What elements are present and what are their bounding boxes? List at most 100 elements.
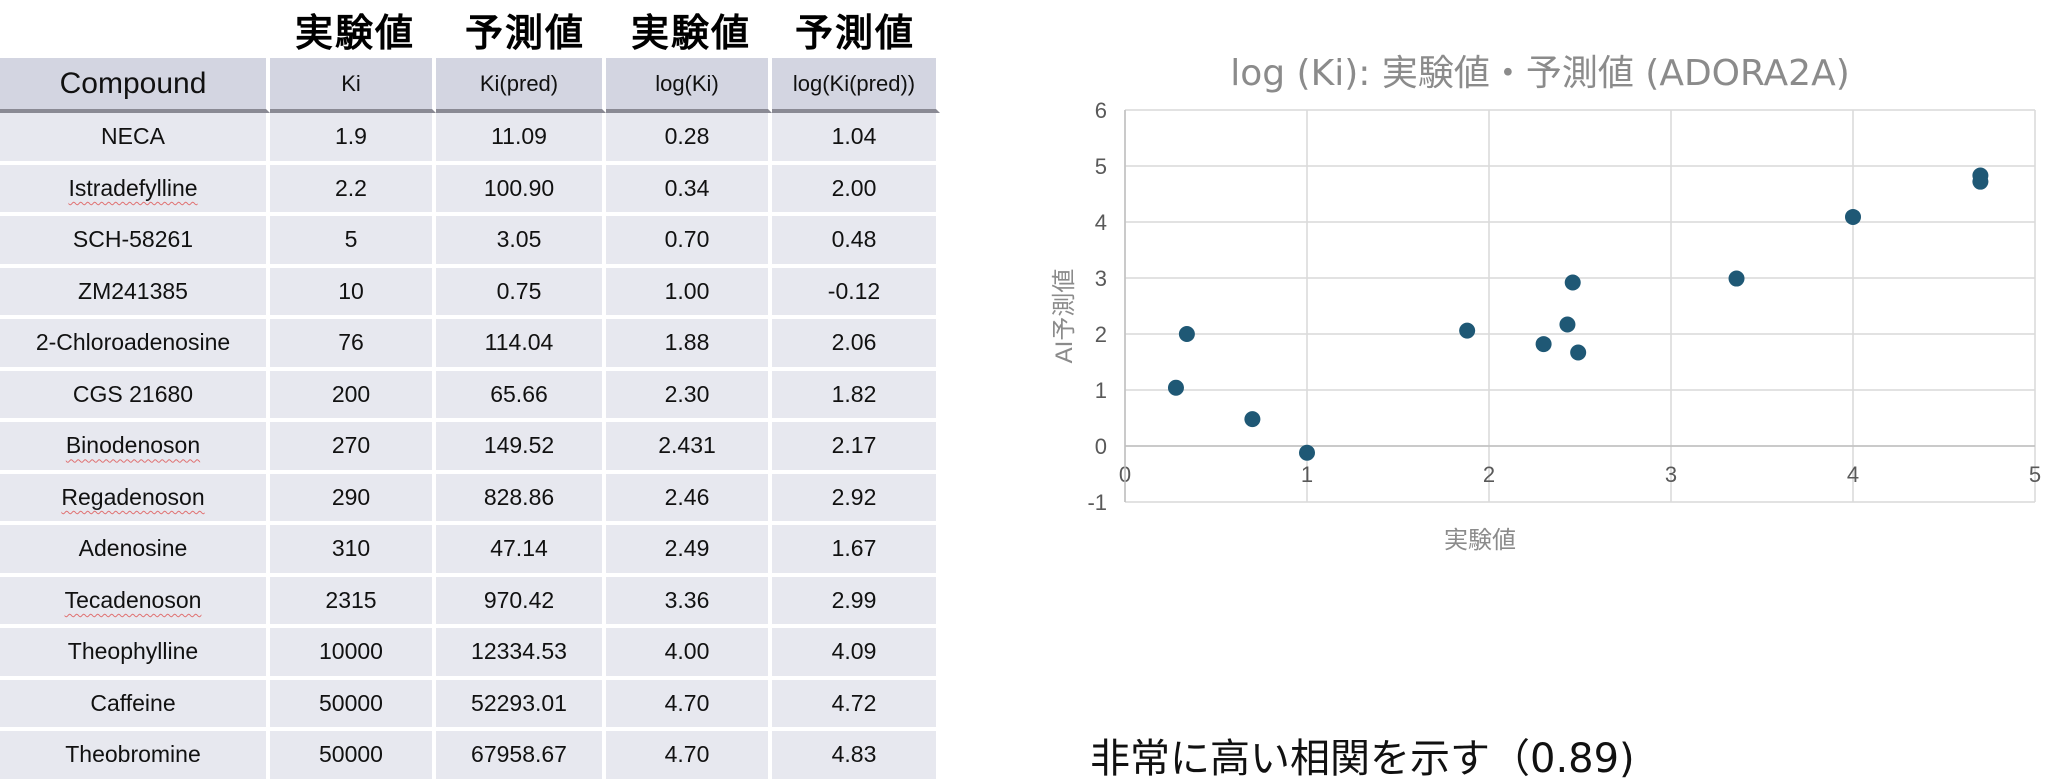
compound-name: Caffeine	[90, 689, 176, 716]
cell-ki: 10000	[270, 628, 436, 680]
cell-log-ki-pred: 2.06	[772, 319, 940, 371]
cell-ki: 2.2	[270, 164, 436, 216]
cell-log-ki: 4.00	[606, 628, 772, 680]
y-tick-label: 5	[1095, 154, 1107, 179]
cell-compound: 2-Chloroadenosine	[0, 319, 270, 371]
cell-ki: 310	[270, 525, 436, 577]
compound-name: Adenosine	[78, 535, 188, 562]
cell-compound: CGS 21680	[0, 370, 270, 422]
cell-ki-pred: 0.75	[436, 267, 606, 319]
x-axis-title: 実験値	[1444, 527, 1516, 554]
cell-log-ki: 2.431	[606, 422, 772, 474]
cell-ki: 5	[270, 216, 436, 268]
data-point	[1167, 379, 1184, 396]
column-header-ki-pred: Ki(pred)	[436, 58, 606, 113]
column-header-compound: Compound	[0, 58, 270, 113]
y-axis-title: AI予測値	[1051, 269, 1078, 364]
chart-title: log (Ki): 実験値・予測値 (ADORA2A)	[1230, 53, 1850, 94]
cell-log-ki-pred: 0.48	[772, 216, 940, 268]
group-header-predicted-logki: 予測値	[794, 11, 915, 55]
compound-name: Regadenoson	[61, 483, 205, 510]
cell-compound: Theobromine	[0, 731, 270, 783]
cell-compound: SCH-58261	[0, 216, 270, 268]
cell-log-ki: 4.70	[606, 679, 772, 731]
y-tick-label: 6	[1095, 98, 1107, 123]
cell-log-ki: 2.46	[606, 473, 772, 525]
table-row: Theobromine 50000 67958.67 4.70 4.83	[0, 731, 940, 783]
y-tick-label: 4	[1095, 210, 1107, 235]
cell-compound: Istradefylline	[0, 164, 270, 216]
table-row: CGS 21680 200 65.66 2.30 1.82	[0, 370, 940, 422]
scatter-chart-panel: log (Ki): 実験値・予測値 (ADORA2A) -1 0 1 2 3 4 5 6 0 1 2…	[1000, 0, 2048, 700]
cell-log-ki-pred: 2.17	[772, 422, 940, 474]
column-header-ki: Ki	[270, 58, 436, 113]
data-point	[1535, 336, 1552, 353]
cell-ki: 270	[270, 422, 436, 474]
cell-log-ki: 2.30	[606, 370, 772, 422]
group-header-row: 実験値 予測値 実験値 予測値	[0, 0, 940, 56]
data-point	[1459, 322, 1476, 339]
cell-ki-pred: 114.04	[436, 319, 606, 371]
table-row: Caffeine 50000 52293.01 4.70 4.72	[0, 679, 940, 731]
cell-log-ki: 0.70	[606, 216, 772, 268]
cell-log-ki-pred: 4.09	[772, 628, 940, 680]
cell-log-ki: 2.49	[606, 525, 772, 577]
cell-ki: 76	[270, 319, 436, 371]
data-point	[1564, 274, 1581, 291]
cell-log-ki-pred: 4.83	[772, 731, 940, 783]
data-point	[1972, 167, 1989, 184]
cell-log-ki: 1.88	[606, 319, 772, 371]
cell-log-ki: 0.28	[606, 113, 772, 165]
cell-ki: 1.9	[270, 113, 436, 165]
x-tick-label: 4	[1847, 462, 1859, 487]
data-point	[1299, 444, 1315, 461]
cell-compound: ZM241385	[0, 267, 270, 319]
table-row: Tecadenoson 2315 970.42 3.36 2.99	[0, 576, 940, 628]
y-tick-label: 3	[1095, 266, 1107, 291]
cell-log-ki-pred: 1.82	[772, 370, 940, 422]
data-point	[1178, 326, 1195, 342]
data-point	[1728, 270, 1745, 287]
cell-ki-pred: 149.52	[436, 422, 606, 474]
data-point	[1845, 208, 1861, 225]
column-header-log-ki: log(Ki)	[606, 58, 772, 113]
cell-log-ki: 1.00	[606, 267, 772, 319]
cell-compound: Adenosine	[0, 525, 270, 577]
cell-ki: 2315	[270, 576, 436, 628]
y-tick-label: -1	[1087, 490, 1107, 515]
cell-compound: Regadenoson	[0, 473, 270, 525]
cell-ki: 50000	[270, 679, 436, 731]
y-tick-label: 0	[1095, 434, 1107, 459]
x-tick-label: 1	[1301, 462, 1313, 487]
cell-ki-pred: 52293.01	[436, 679, 606, 731]
table-row: SCH-58261 5 3.05 0.70 0.48	[0, 216, 940, 268]
compound-name: Binodenoson	[65, 432, 201, 459]
group-header-experimental-logki: 実験値	[630, 11, 751, 55]
cell-ki-pred: 11.09	[436, 113, 606, 165]
table-row: Binodenoson 270 149.52 2.431 2.17	[0, 422, 940, 474]
table-row: Theophylline 10000 12334.53 4.00 4.09	[0, 628, 940, 680]
compound-name: CGS 21680	[72, 380, 194, 407]
cell-ki-pred: 47.14	[436, 525, 606, 577]
cell-log-ki: 0.34	[606, 164, 772, 216]
y-tick-label: 2	[1095, 322, 1107, 347]
cell-ki-pred: 12334.53	[436, 628, 606, 680]
compound-name: NECA	[101, 123, 165, 150]
x-tick-label: 2	[1483, 462, 1495, 487]
table-row: ZM241385 10 0.75 1.00 -0.12	[0, 267, 940, 319]
compound-name: ZM241385	[78, 277, 188, 304]
cell-ki-pred: 65.66	[436, 370, 606, 422]
cell-ki-pred: 970.42	[436, 576, 606, 628]
cell-log-ki-pred: 2.99	[772, 576, 940, 628]
table-row: 2-Chloroadenosine 76 114.04 1.88 2.06	[0, 319, 940, 371]
x-tick-label: 5	[2029, 462, 2041, 487]
data-point	[1570, 344, 1587, 361]
cell-compound: NECA	[0, 113, 270, 165]
cell-log-ki-pred: 2.92	[772, 473, 940, 525]
cell-log-ki-pred: 2.00	[772, 164, 940, 216]
cell-ki-pred: 828.86	[436, 473, 606, 525]
cell-log-ki-pred: 1.04	[772, 113, 940, 165]
compound-name: SCH-58261	[72, 226, 194, 253]
cell-ki: 50000	[270, 731, 436, 783]
